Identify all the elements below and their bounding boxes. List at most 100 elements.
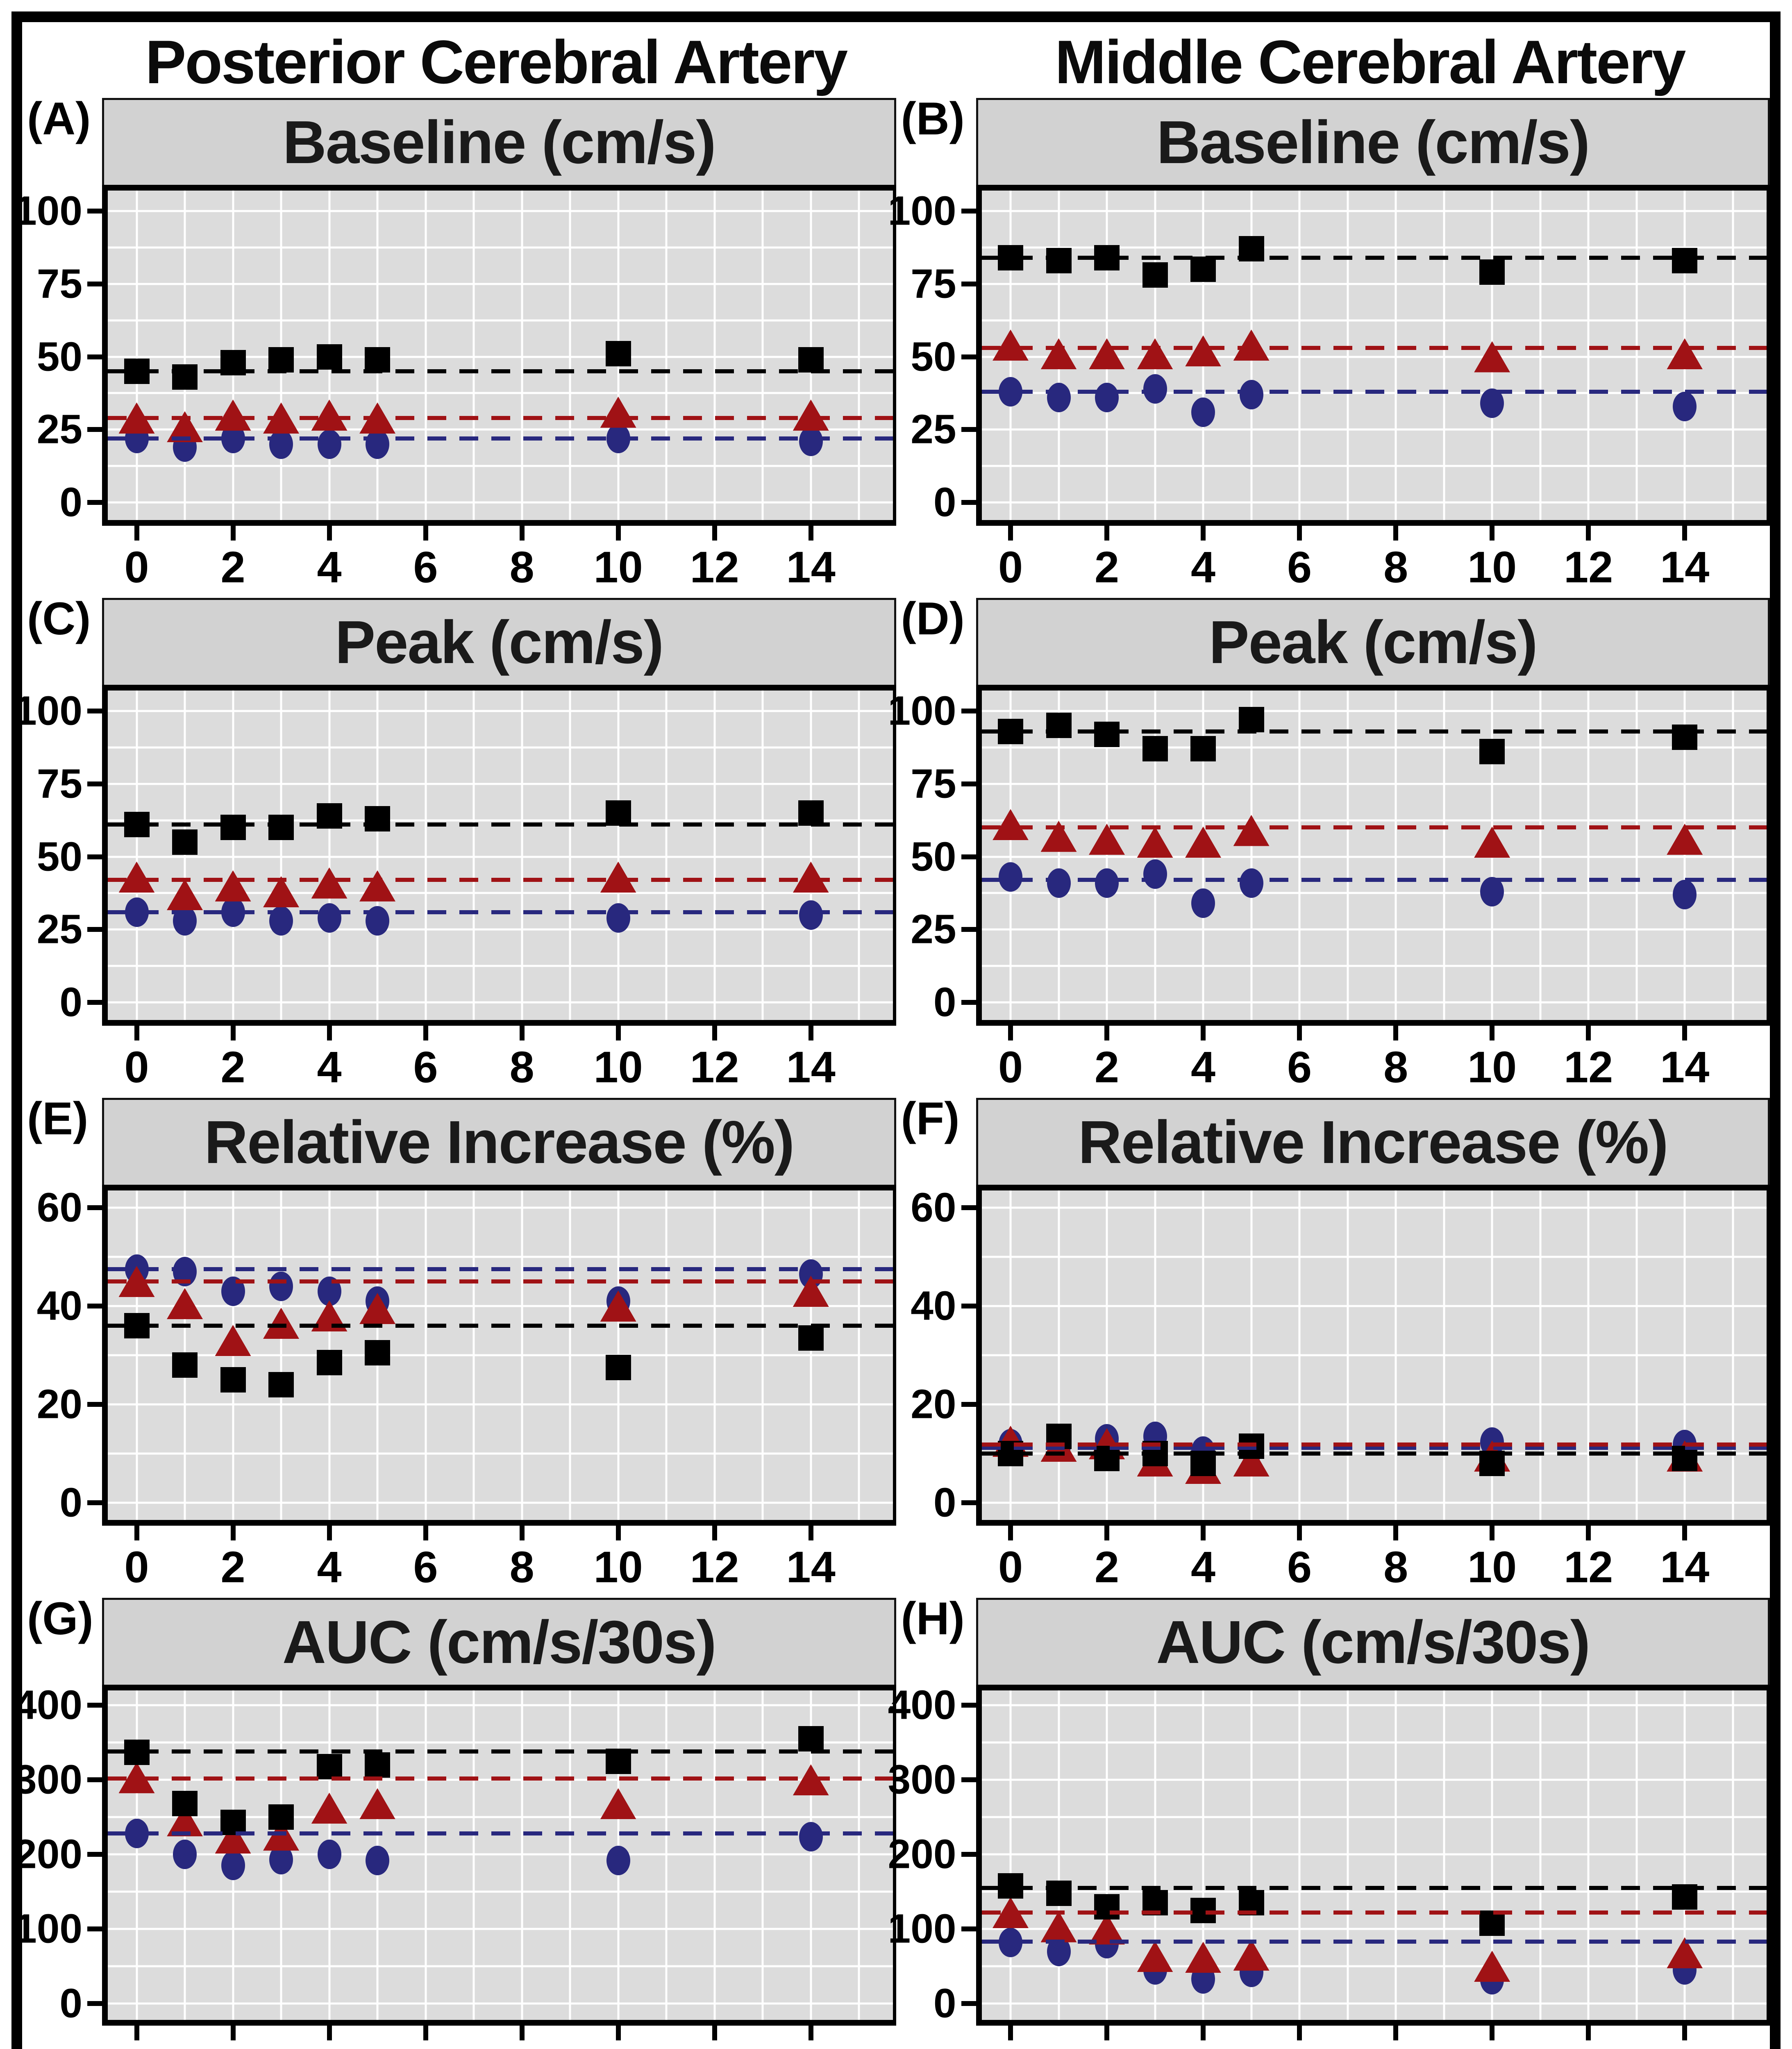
panel-title: Baseline (cm/s) [1156,108,1590,176]
x-tick-label: 0 [124,1042,149,1092]
h-gridline [981,710,1767,712]
h-gridline [108,856,893,858]
x-tick [1490,526,1495,541]
y-tick-label: 50 [911,334,956,380]
marker-systole [1672,248,1698,273]
marker-mean [311,1792,347,1824]
panel-letter-E: (E) [27,1093,89,1144]
marker-systole [1046,713,1072,738]
y-tick-label: 60 [911,1184,956,1231]
h-gridline [108,783,893,785]
y-tick [87,281,102,286]
v-gridline [713,691,716,1020]
v-gridline [1250,691,1253,1020]
x-tick-label: 0 [998,542,1023,592]
panel-H: (H) AUC (cm/s/30s) 0 100 200 300 400 0 2 4 6 8 10… [888,1593,1770,2049]
y-tick-label: 25 [36,406,82,452]
marker-diastole [999,862,1022,892]
v-gridline [1539,691,1542,1020]
v-gridline [1347,691,1349,1020]
x-tick-label: 2 [1094,542,1120,592]
x-tick-label: 10 [593,1042,643,1092]
marker-systole [998,1873,1023,1899]
y-tick-label: 200 [888,1831,956,1877]
h-gridline [981,965,1767,967]
x-axis-F: 0 2 4 6 8 10 12 14 [982,1526,1767,1592]
x-tick-label: 2 [220,542,245,592]
x-tick-label: 8 [509,1042,534,1092]
h-gridline [108,1704,893,1706]
x-tick [1008,1526,1013,1540]
v-gridline [858,191,860,520]
h-gridline [108,1853,893,1856]
marker-diastole [1143,374,1167,404]
x-tick [616,1026,621,1040]
marker-diastole [1095,383,1119,413]
y-tick [87,1926,102,1932]
h-gridline [981,1001,1767,1004]
marker-systole [1046,248,1072,273]
panel-title-strip: AUC (cm/s/30s) [102,1598,896,1685]
x-tick [1008,526,1013,541]
y-tick [961,708,976,713]
h-gridline [981,892,1767,894]
x-tick [423,1026,428,1040]
marker-systole [268,1372,294,1397]
y-tick [961,281,976,286]
ref-line-systole [108,822,893,827]
marker-systole [172,364,198,390]
y-tick [87,927,102,932]
h-gridline [981,1403,1767,1406]
ref-line-mean [981,346,1767,350]
h-gridline [981,283,1767,285]
marker-mean [793,399,829,431]
marker-systole [365,347,391,373]
x-tick [519,1026,525,1040]
x-tick [1393,526,1399,541]
h-gridline [108,1741,893,1744]
h-gridline [108,319,893,322]
y-tick [961,781,976,786]
marker-diastole [1191,888,1215,918]
h-gridline [981,819,1767,822]
x-tick [1490,2026,1495,2040]
ref-line-diastole [981,878,1767,882]
x-tick [230,1026,236,1040]
v-gridline [1443,191,1445,520]
v-gridline [376,691,379,1020]
x-tick [1104,1526,1110,1540]
v-gridline [665,691,668,1020]
v-gridline [569,191,571,520]
h-gridline [981,783,1767,785]
plot-area-B [976,185,1770,526]
marker-systole [605,341,631,367]
panel-letter-A: (A) [27,93,91,144]
v-gridline [1732,191,1734,520]
x-tick [230,2026,236,2040]
y-tick-label: 40 [36,1283,82,1329]
panel-letter-G: (G) [27,1593,93,1644]
x-tick [327,526,332,541]
x-tick-label: 8 [509,542,534,592]
marker-systole [1094,721,1120,747]
v-gridline [425,191,427,520]
h-gridline [981,1704,1767,1706]
x-tick-label: 2 [220,2041,245,2049]
v-gridline [1635,191,1638,520]
marker-mean [600,1788,636,1820]
panel-title-strip: Baseline (cm/s) [976,98,1770,185]
x-tick [423,2026,428,2040]
x-tick [1586,1526,1591,1540]
x-axis-C: 0 2 4 6 8 10 12 14 [108,1026,893,1092]
x-tick-label: 6 [413,542,438,592]
ref-line-systole [981,1452,1767,1456]
x-tick-label: 10 [593,1542,643,1592]
x-tick [423,526,428,541]
marker-systole [1142,262,1168,288]
v-gridline [1058,691,1060,1020]
marker-diastole [606,903,630,933]
x-tick-label: 4 [317,542,342,592]
marker-diastole [1143,859,1167,889]
x-axis-E: 0 2 4 6 8 10 12 14 [108,1526,893,1592]
h-gridline [108,1305,893,1307]
